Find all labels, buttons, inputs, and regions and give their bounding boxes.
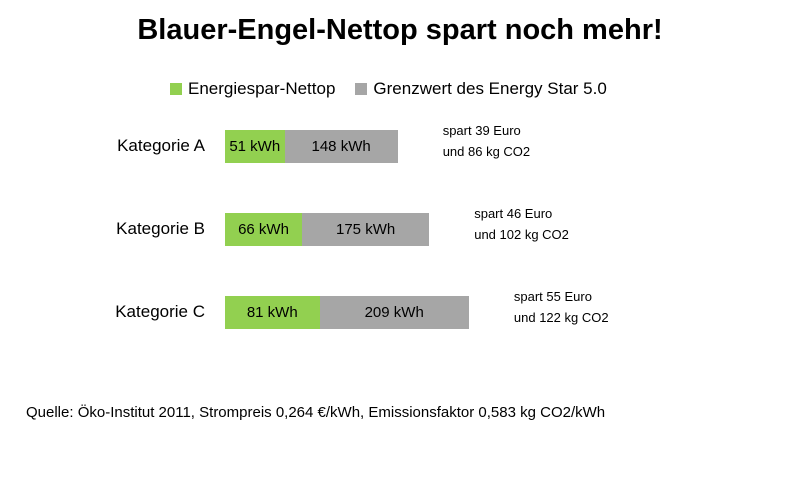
savings-line-co2-1: und 102 kg CO2 xyxy=(474,227,569,242)
savings-line-co2-2: und 122 kg CO2 xyxy=(513,310,609,325)
bar-label-grenzwert-1: 175 kWh xyxy=(336,221,396,238)
bar-energiespar-1 xyxy=(225,213,303,246)
legend-label-energiespar: Energiespar-Nettop xyxy=(188,79,336,98)
bar-label-grenzwert-2: 209 kWh xyxy=(364,304,424,321)
savings-note-2: spart 55 Euro und 122 kg CO2 xyxy=(514,286,609,328)
chart-legend: Energiespar-Nettop Grenzwert des Energy … xyxy=(170,78,627,100)
bar-label-energiespar-0: 51 kWh xyxy=(229,138,281,155)
bar-grenzwert-1 xyxy=(302,213,430,246)
bar-energiespar-2 xyxy=(225,296,320,329)
source-note: Quelle: Öko-Institut 2011, Strompreis 0,… xyxy=(26,404,606,421)
savings-note-1: spart 46 Euro und 102 kg CO2 xyxy=(474,203,569,245)
bar-label-energiespar-2: 81 kWh xyxy=(246,304,298,321)
legend-swatch-grenzwert xyxy=(355,83,368,95)
savings-line-euro-0: spart 39 Euro xyxy=(442,123,521,138)
savings-line-euro-2: spart 55 Euro xyxy=(513,289,592,304)
bar-grenzwert-0 xyxy=(284,130,398,163)
chart-title: Blauer-Engel-Nettop spart noch mehr! xyxy=(137,14,663,46)
bar-energiespar-0 xyxy=(225,130,285,163)
category-label-0: Kategorie A xyxy=(117,136,205,155)
bar-label-grenzwert-0: 148 kWh xyxy=(311,138,371,155)
bar-grenzwert-2 xyxy=(319,296,469,329)
bar-label-energiespar-1: 66 kWh xyxy=(238,221,289,238)
legend-item-grenzwert: Grenzwert des Energy Star 5.0 xyxy=(355,79,607,99)
legend-item-energiespar: Energiespar-Nettop xyxy=(170,79,335,99)
category-label-2: Kategorie C xyxy=(115,302,205,321)
savings-line-euro-1: spart 46 Euro xyxy=(474,206,553,221)
legend-label-grenzwert: Grenzwert des Energy Star 5.0 xyxy=(373,79,607,98)
category-label-1: Kategorie B xyxy=(116,219,205,238)
savings-note-0: spart 39 Euro und 86 kg CO2 xyxy=(443,120,530,162)
legend-swatch-energiespar xyxy=(170,83,182,95)
savings-line-co2-0: und 86 kg CO2 xyxy=(442,144,531,159)
